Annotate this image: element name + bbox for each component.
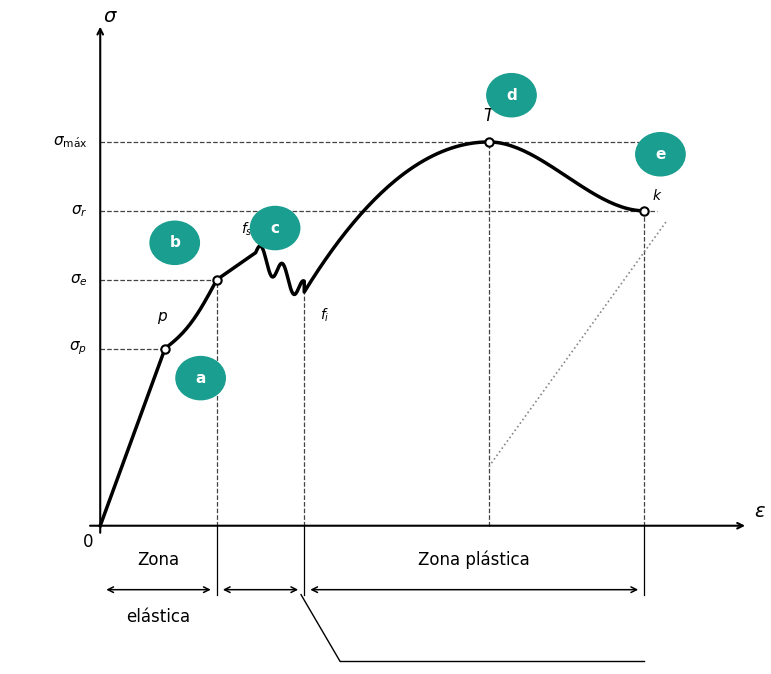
- Text: c: c: [271, 220, 280, 235]
- Text: $\sigma$: $\sigma$: [103, 7, 118, 26]
- Text: p: p: [157, 309, 167, 324]
- Text: $\varepsilon$: $\varepsilon$: [754, 502, 766, 521]
- Circle shape: [487, 73, 536, 117]
- Text: a: a: [195, 371, 206, 386]
- Text: $\sigma_r$: $\sigma_r$: [71, 203, 87, 218]
- Text: $\sigma_e$: $\sigma_e$: [69, 272, 87, 288]
- Text: 0: 0: [83, 533, 94, 551]
- Text: T: T: [483, 106, 494, 125]
- Text: Zona plástica: Zona plástica: [419, 551, 530, 570]
- Text: elástica: elástica: [126, 608, 190, 625]
- Circle shape: [150, 221, 200, 264]
- Text: $\sigma_{\rm m\acute{a}x}$: $\sigma_{\rm m\acute{a}x}$: [52, 134, 87, 150]
- Text: $\sigma_p$: $\sigma_p$: [69, 340, 87, 357]
- Circle shape: [636, 133, 685, 176]
- Text: d: d: [506, 88, 517, 102]
- Text: e: e: [655, 147, 665, 162]
- Text: $f_s$: $f_s$: [241, 220, 252, 238]
- Circle shape: [176, 357, 225, 400]
- Text: b: b: [170, 235, 180, 250]
- Text: k: k: [652, 189, 660, 204]
- Text: Zona: Zona: [137, 551, 180, 569]
- Circle shape: [251, 206, 300, 249]
- Text: $f_i$: $f_i$: [321, 307, 330, 324]
